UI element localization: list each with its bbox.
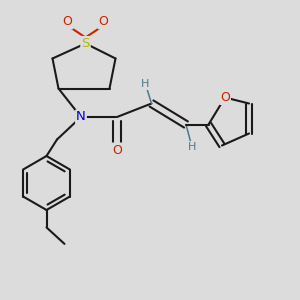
Text: O: O: [112, 143, 122, 157]
Text: O: O: [99, 15, 108, 28]
Text: H: H: [141, 79, 150, 89]
Text: O: O: [63, 15, 72, 28]
Text: O: O: [220, 91, 230, 104]
Text: S: S: [81, 37, 90, 50]
Text: N: N: [76, 110, 86, 124]
Text: H: H: [188, 142, 196, 152]
